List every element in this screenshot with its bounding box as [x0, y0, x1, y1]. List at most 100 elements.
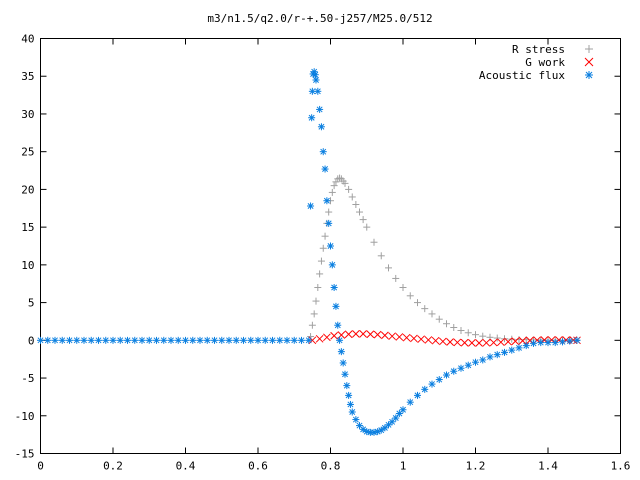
- r-stress-point: [479, 332, 487, 340]
- acoustic-flux-point: [522, 342, 530, 350]
- acoustic-flux-point: [515, 344, 523, 352]
- r-stress-point: [356, 208, 363, 216]
- g-work-point: [323, 333, 331, 342]
- acoustic-flux-point: [307, 202, 315, 210]
- acoustic-flux-point: [145, 336, 153, 344]
- acoustic-flux-point: [328, 261, 336, 269]
- g-work-point: [373, 330, 382, 339]
- acoustic-flux-point: [182, 336, 189, 344]
- y-tick-label: -15: [15, 448, 35, 461]
- g-work-point: [511, 337, 520, 346]
- r-stress-point: [472, 331, 479, 339]
- g-work-point: [308, 336, 317, 345]
- acoustic-flux-point: [87, 336, 95, 344]
- r-stress-point: [414, 299, 421, 307]
- acoustic-flux-point: [327, 242, 334, 250]
- acoustic-flux-point: [334, 321, 342, 329]
- acoustic-flux-point: [203, 336, 211, 344]
- acoustic-flux-point: [316, 105, 324, 113]
- acoustic-flux-point: [321, 165, 329, 173]
- g-work-point: [366, 330, 375, 339]
- r-stress-point: [314, 284, 322, 291]
- r-stress-point: [321, 232, 329, 240]
- x-tick-label: 1: [400, 460, 407, 473]
- x-tick-label: 1.2: [466, 460, 486, 473]
- acoustic-flux-point: [138, 336, 146, 344]
- g-work-point: [417, 335, 425, 344]
- r-stress-point: [341, 179, 349, 187]
- acoustic-flux-point: [44, 336, 52, 344]
- acoustic-flux-point: [308, 114, 316, 122]
- acoustic-flux-point: [406, 398, 414, 406]
- acoustic-flux-point: [124, 336, 131, 344]
- y-tick-label: 15: [21, 221, 34, 234]
- acoustic-flux-point: [66, 336, 73, 344]
- g-work-point: [315, 334, 324, 343]
- g-work-point: [526, 336, 534, 345]
- acoustic-flux-point: [325, 219, 333, 227]
- acoustic-flux-point: [399, 406, 407, 414]
- acoustic-flux-point: [109, 336, 117, 344]
- acoustic-flux-point: [566, 337, 574, 345]
- legend-label-acoustic-flux: Acoustic flux: [479, 69, 565, 82]
- acoustic-flux-point: [269, 336, 276, 344]
- acoustic-flux-point: [551, 339, 559, 347]
- r-stress-point: [317, 257, 325, 265]
- g-work-point: [395, 333, 404, 341]
- acoustic-flux-point: [330, 284, 338, 291]
- acoustic-flux-point: [341, 370, 349, 378]
- acoustic-flux-point: [317, 123, 325, 131]
- acoustic-flux-point: [346, 400, 354, 408]
- acoustic-flux-point: [160, 336, 168, 344]
- acoustic-flux-point: [537, 339, 545, 347]
- acoustic-flux-point: [167, 336, 175, 344]
- acoustic-flux-point: [339, 359, 347, 367]
- acoustic-flux-point: [501, 348, 508, 356]
- r-stress-point: [508, 335, 516, 343]
- g-work-point: [352, 330, 360, 338]
- acoustic-flux-point: [58, 336, 66, 344]
- x-tick-label: 0.4: [176, 460, 196, 473]
- acoustic-flux-point: [73, 336, 81, 344]
- acoustic-flux-point: [283, 336, 291, 344]
- r-stress-point: [493, 334, 501, 342]
- r-stress-point: [377, 252, 385, 260]
- acoustic-flux-point: [450, 367, 458, 375]
- g-work-point: [344, 330, 353, 339]
- acoustic-flux-point: [323, 197, 331, 205]
- y-tick-label: 20: [21, 183, 34, 196]
- acoustic-flux-point: [348, 408, 356, 416]
- acoustic-flux-point: [218, 336, 226, 344]
- acoustic-flux-point: [116, 336, 124, 344]
- g-work-point: [453, 338, 462, 347]
- r-stress-point: [316, 270, 324, 278]
- acoustic-flux-point: [247, 336, 255, 344]
- g-work-point: [330, 331, 338, 340]
- acoustic-flux-point: [414, 391, 421, 399]
- x-tick-label: 1.6: [611, 460, 631, 473]
- x-tick-label: 0.6: [248, 460, 268, 473]
- y-tick-label: 5: [28, 297, 35, 310]
- r-stress-point: [330, 182, 338, 190]
- r-stress-point: [352, 201, 360, 208]
- x-tick-label: 0: [37, 460, 44, 473]
- r-stress-point: [464, 329, 472, 337]
- series-acoustic-flux: [37, 68, 581, 436]
- g-work-point: [359, 330, 367, 338]
- g-work-point: [424, 336, 433, 344]
- acoustic-flux-point: [102, 336, 110, 344]
- r-stress-point: [435, 315, 443, 323]
- acoustic-flux-point: [174, 336, 182, 344]
- acoustic-flux-point: [508, 346, 516, 354]
- legend-marker-g-work: [584, 57, 594, 67]
- x-tick-label: 0.8: [321, 460, 341, 473]
- acoustic-flux-point: [486, 353, 494, 361]
- x-tick-label: 1.4: [538, 460, 558, 473]
- acoustic-flux-point: [544, 339, 552, 347]
- acoustic-flux-point: [314, 87, 322, 95]
- acoustic-flux-point: [332, 302, 340, 310]
- legend-label-r-stress: R stress: [512, 43, 565, 56]
- g-work-point: [446, 338, 454, 346]
